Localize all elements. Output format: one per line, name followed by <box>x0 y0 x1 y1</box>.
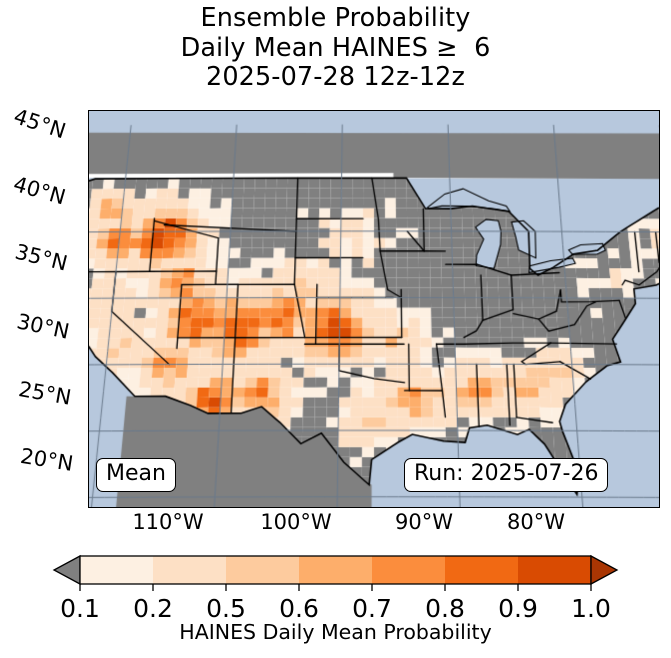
colorbar-segment-2 <box>226 556 300 584</box>
colorbar-tick-label-6: 0.9 <box>498 594 538 623</box>
colorbar-segment-5 <box>445 556 519 584</box>
title-line-1: Ensemble Probability <box>200 3 471 33</box>
colorbar-segment-6 <box>518 556 592 584</box>
lat-tick-20N: 20°N <box>18 443 75 476</box>
colorbar-segment-3 <box>299 556 373 584</box>
colorbar-segment-0 <box>80 556 154 584</box>
colorbar: 0.1 0.2 0.5 0.6 0.7 0.8 0.9 1.0 <box>0 552 671 624</box>
colorbar-axis-label: HAINES Daily Mean Probability <box>179 620 492 644</box>
colorbar-tick-label-2: 0.5 <box>206 594 246 623</box>
chart-title: Ensemble Probability Daily Mean HAINES ≥… <box>0 3 671 93</box>
mean-label-box: Mean <box>96 458 176 493</box>
lat-tick-45N: 45°N <box>10 104 69 144</box>
colorbar-tick-label-1: 0.2 <box>133 594 173 623</box>
colorbar-segment-4 <box>372 556 446 584</box>
colorbar-over-arrow <box>590 554 619 586</box>
colorbar-gradient <box>52 554 619 591</box>
run-date-label-box: Run: 2025-07-26 <box>404 458 609 493</box>
colorbar-tick-label-5: 0.8 <box>425 594 465 623</box>
lon-tick-90W: 90°W <box>395 510 453 534</box>
colorbar-under-arrow <box>52 554 81 586</box>
colorbar-tick-labels: 0.1 0.2 0.5 0.6 0.7 0.8 0.9 1.0 <box>0 594 671 624</box>
lat-tick-40N: 40°N <box>10 171 69 210</box>
title-line-2: Daily Mean HAINES ≥ 6 <box>180 32 491 63</box>
colorbar-tick-label-7: 1.0 <box>571 594 611 623</box>
colorbar-tick-label-3: 0.6 <box>279 594 319 623</box>
map-raster-layer <box>89 111 659 507</box>
lat-tick-25N: 25°N <box>16 376 74 410</box>
lat-tick-35N: 35°N <box>12 239 70 276</box>
probability-map <box>88 110 660 508</box>
title-line-3: 2025-07-28 12z-12z <box>206 62 465 93</box>
colorbar-segment-1 <box>153 556 227 584</box>
lon-tick-80W: 80°W <box>507 510 565 534</box>
lat-tick-30N: 30°N <box>14 309 72 344</box>
lon-tick-110W: 110°W <box>132 510 204 534</box>
colorbar-tick-label-0: 0.1 <box>60 594 100 623</box>
lon-tick-100W: 100°W <box>260 510 332 534</box>
colorbar-tick-label-4: 0.7 <box>352 594 392 623</box>
